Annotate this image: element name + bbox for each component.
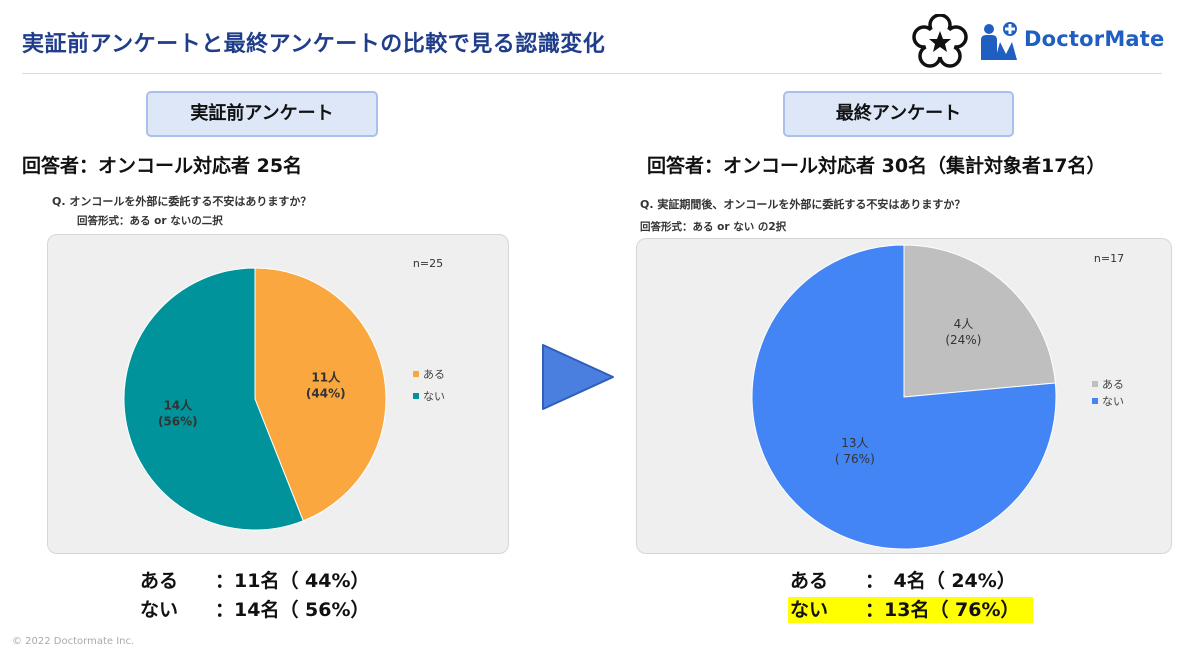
right-summary-label: ない <box>790 599 829 621</box>
left-summary-count: ：11名（ 44%） <box>215 570 370 592</box>
legend-label: ない <box>423 390 445 403</box>
chart-n-label: n=25 <box>413 257 443 270</box>
right-summary-label: ある <box>790 570 829 592</box>
left-question: Q. オンコールを外部に委託する不安はありますか？ <box>52 195 312 208</box>
slice-value-label: 14人 <box>163 398 193 413</box>
right-summary-row-nai-highlighted: ない ：13名（ 76%） <box>788 597 1033 623</box>
legend-label: ある <box>1102 378 1124 391</box>
legend-swatch <box>1092 381 1098 387</box>
pie-slice-aru <box>254 267 387 522</box>
legend-swatch <box>413 371 419 377</box>
transition-arrow-icon <box>542 344 614 410</box>
copyright-text: © 2022 Doctormate Inc. <box>12 636 135 647</box>
slice-percent-label: (44%) <box>306 386 346 400</box>
left-chart-panel: 11人 (44%) 14人 (56%) n=25 あるない <box>47 234 509 554</box>
pie-slice-nai <box>123 267 304 531</box>
legend-swatch <box>1092 398 1098 404</box>
slice-value-label: 4人 <box>954 317 974 331</box>
slice-value-label: 13人 <box>841 436 868 450</box>
left-summary-row-nai: ない ：14名（ 56%） <box>140 597 400 623</box>
slice-percent-label: (56%) <box>158 415 198 429</box>
right-respondents: 回答者：オンコール対応者 30名（集計対象者17名） <box>647 155 1106 177</box>
page-title: 実証前アンケートと最終アンケートの比較で見る認識変化 <box>22 32 606 57</box>
right-heading: 最終アンケート <box>783 91 1014 137</box>
left-summary-row-aru: ある ：11名（ 44%） <box>140 568 400 594</box>
left-heading: 実証前アンケート <box>146 91 378 137</box>
legend-swatch <box>413 393 419 399</box>
legend-label: ある <box>423 368 445 381</box>
header-divider <box>22 73 1162 74</box>
slice-percent-label: ( 76%) <box>835 452 875 466</box>
slice-value-label: 11人 <box>311 369 341 384</box>
plum-blossom-logo-icon <box>912 14 968 68</box>
legend-label: ない <box>1102 395 1124 408</box>
left-summary-label: ない <box>140 599 179 621</box>
pie-slice-nai <box>751 244 1057 550</box>
left-summary-count: ：14名（ 56%） <box>215 599 370 621</box>
right-chart-panel: 4人 (24%) 13人 ( 76%) n=17 あるない <box>636 238 1172 554</box>
right-answer-format: 回答形式：ある or ない の2択 <box>640 221 787 233</box>
brand-logo-text: DoctorMate <box>1024 27 1165 51</box>
pie-slice-aru <box>903 244 1056 398</box>
doctormate-logo-icon <box>981 22 1017 60</box>
chart-n-label: n=17 <box>1094 252 1124 265</box>
right-question: Q. 実証期間後、オンコールを外部に委託する不安はありますか？ <box>640 198 966 211</box>
right-summary-row-aru: ある ： 4名（ 24%） <box>790 568 1050 594</box>
right-summary-count: ： 4名（ 24%） <box>865 570 1016 592</box>
left-summary-label: ある <box>140 570 179 592</box>
right-summary-count: ：13名（ 76%） <box>865 599 1020 621</box>
left-answer-format: 回答形式：ある or ないの二択 <box>77 215 223 227</box>
slice-percent-label: (24%) <box>945 333 981 347</box>
left-respondents: 回答者：オンコール対応者 25名 <box>22 155 303 177</box>
